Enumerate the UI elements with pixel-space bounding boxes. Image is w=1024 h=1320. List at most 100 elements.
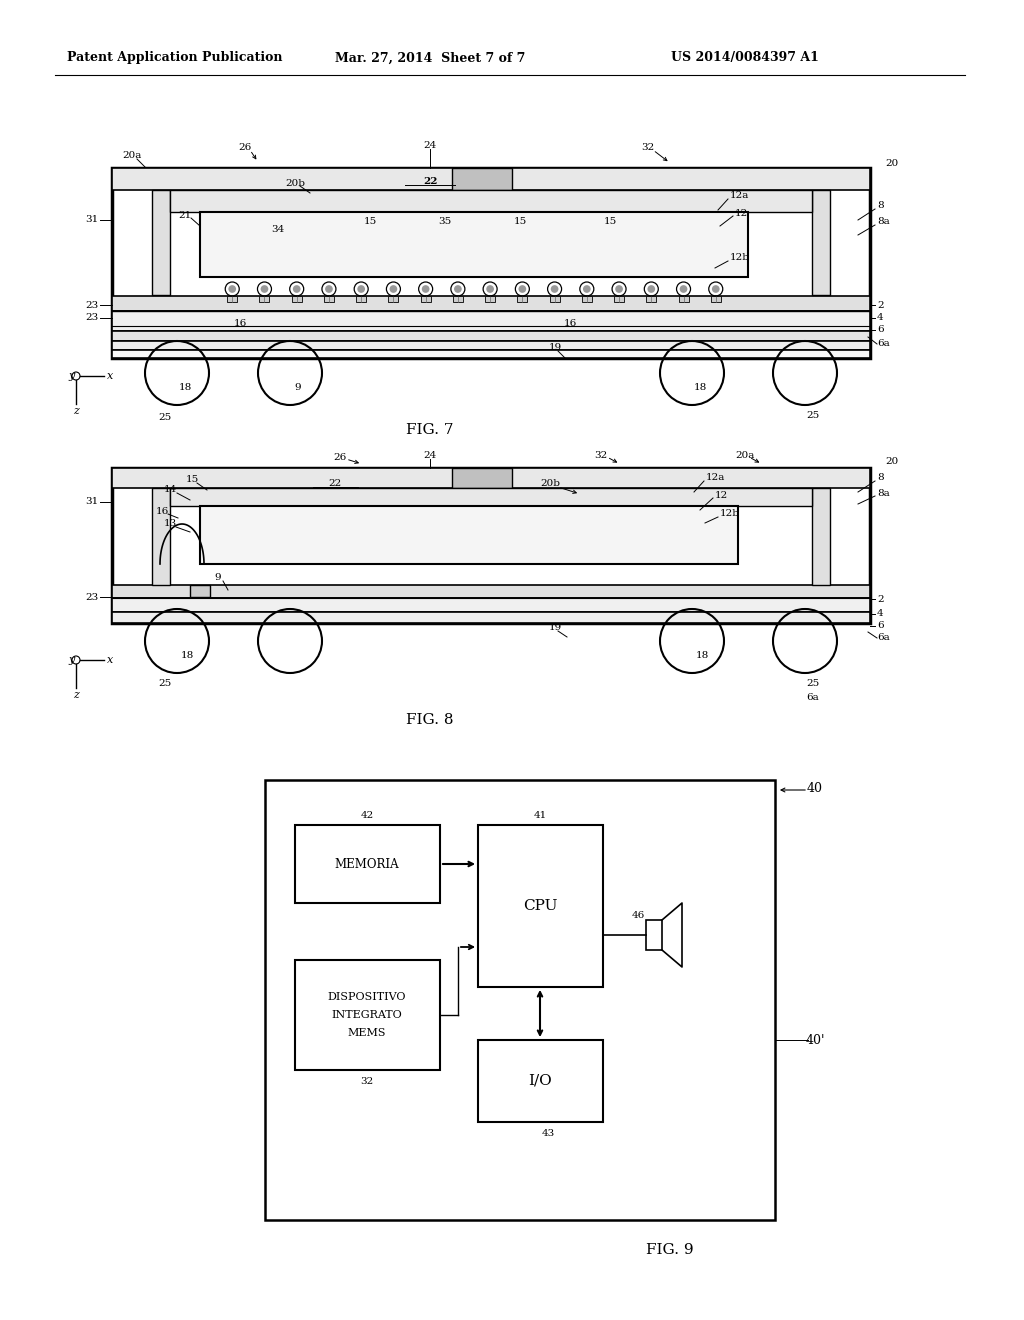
Bar [112,469,870,623]
Text: 40': 40' [805,1034,824,1047]
Text: x: x [106,371,113,381]
Text: 31: 31 [85,498,98,507]
Bar [190,585,210,597]
Bar [112,331,870,341]
Text: FIG. 9: FIG. 9 [646,1243,694,1257]
Text: 18: 18 [695,652,709,660]
Text: CPU: CPU [522,899,557,913]
Text: Patent Application Publication: Patent Application Publication [68,51,283,65]
Circle shape [422,285,429,293]
Bar [550,296,559,302]
Text: 35: 35 [438,218,452,227]
Text: INTEGRATO: INTEGRATO [332,1010,402,1020]
Text: 20: 20 [885,458,898,466]
Text: z: z [73,690,79,700]
Text: 9: 9 [295,384,301,392]
Text: MEMORIA: MEMORIA [335,858,399,870]
Bar [582,296,592,302]
Text: 42: 42 [360,810,374,820]
Text: 20a: 20a [735,450,755,459]
Text: 9: 9 [215,573,221,582]
Circle shape [293,285,301,293]
Bar [200,213,748,277]
Bar [478,1040,603,1122]
Text: 18: 18 [180,652,194,660]
Circle shape [325,285,333,293]
Text: 20: 20 [885,158,898,168]
Bar [152,488,170,585]
Text: 23: 23 [85,301,98,309]
Text: US 2014/0084397 A1: US 2014/0084397 A1 [671,51,819,65]
Bar [711,296,721,302]
Text: 46: 46 [632,911,645,920]
Text: 4: 4 [877,610,884,619]
Bar [112,598,870,612]
Text: y: y [69,655,75,665]
Text: 13: 13 [164,520,176,528]
Text: 25: 25 [806,678,819,688]
Text: 26: 26 [239,144,252,153]
Bar [614,296,624,302]
Bar [452,168,512,190]
Text: 15: 15 [603,218,616,227]
Circle shape [389,285,397,293]
Text: 16: 16 [156,507,169,516]
Text: 12a: 12a [730,191,750,201]
Text: 23: 23 [85,314,98,322]
Text: 12: 12 [715,491,728,499]
Text: 12b: 12b [730,253,750,263]
Text: 6a: 6a [877,634,890,643]
Circle shape [486,285,494,293]
Text: 6a: 6a [807,693,819,701]
Bar [295,960,440,1071]
Circle shape [261,285,268,293]
Text: 6: 6 [877,622,884,631]
Text: 25: 25 [159,678,172,688]
Bar [324,296,334,302]
Text: 20b: 20b [285,178,305,187]
Bar [259,296,269,302]
Bar [356,296,367,302]
Text: FIG. 7: FIG. 7 [407,422,454,437]
Text: FIG. 8: FIG. 8 [407,713,454,727]
Circle shape [712,285,720,293]
Bar [112,168,870,190]
Text: 14: 14 [164,486,176,495]
Circle shape [551,285,558,293]
Text: MEMS: MEMS [348,1028,386,1038]
Bar [112,168,870,358]
Bar [295,825,440,903]
Text: 23: 23 [85,593,98,602]
Bar [679,296,688,302]
Text: 16: 16 [233,318,247,327]
Bar [453,296,463,302]
Text: 24: 24 [423,140,436,149]
Bar [646,296,656,302]
Text: 15: 15 [513,218,526,227]
Text: 15: 15 [364,218,377,227]
Text: 8: 8 [877,474,884,483]
Bar [170,488,812,506]
Text: 19: 19 [549,623,561,632]
Bar [478,825,603,987]
Bar [170,190,812,213]
Text: 31: 31 [85,215,98,224]
Text: Mar. 27, 2014  Sheet 7 of 7: Mar. 27, 2014 Sheet 7 of 7 [335,51,525,65]
Text: 22: 22 [423,177,437,186]
Text: 16: 16 [563,318,577,327]
Text: 32: 32 [641,144,654,153]
Text: 6a: 6a [877,339,890,348]
Text: 20b: 20b [540,479,560,488]
Bar [112,296,870,312]
Text: 20a: 20a [122,152,141,161]
Text: 8a: 8a [877,488,890,498]
Bar [112,350,870,358]
Circle shape [228,285,237,293]
Text: 34: 34 [271,226,285,235]
Text: 40: 40 [807,781,823,795]
Bar [452,469,512,488]
Text: 21: 21 [178,210,191,219]
Text: 19: 19 [549,343,561,352]
Bar [265,780,775,1220]
Text: 24: 24 [423,450,436,459]
